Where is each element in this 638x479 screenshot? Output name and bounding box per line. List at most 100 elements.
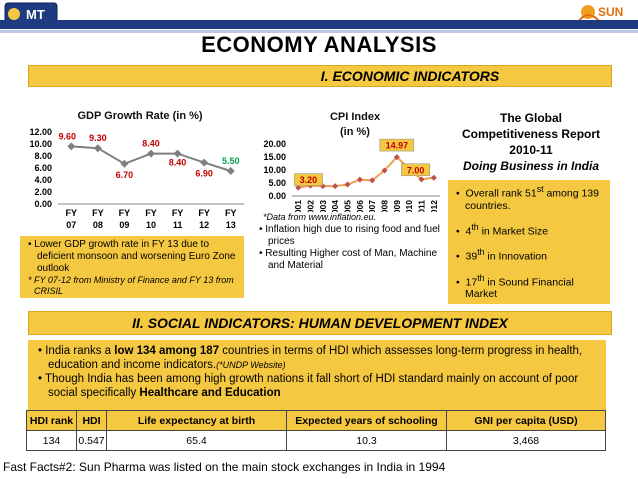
- hdi-cell: 65.4: [106, 430, 287, 451]
- gdp-y-tick: 6.00: [34, 163, 52, 173]
- cpi-point: [344, 181, 351, 188]
- cpi-x-tick: 2005: [343, 200, 353, 219]
- cpi-point: [418, 176, 425, 183]
- cpi-title-line1: CPI Index: [329, 111, 381, 123]
- hdi-cell: 134: [26, 430, 77, 451]
- gdp-x-tick: FY 12: [198, 208, 210, 230]
- global-rank-item: • 17th in Sound Financial Market: [456, 272, 574, 301]
- cpi-source-note: *Data from www.inflation.eu.: [263, 212, 377, 222]
- cpi-point: [393, 154, 400, 161]
- footer-fast-fact: Fast Facts#2: Sun Pharma was listed on t…: [3, 460, 446, 474]
- cpi-x-tick: 2002: [306, 200, 316, 219]
- gdp-point: [173, 149, 182, 158]
- hdi-cell: 0.547: [76, 430, 107, 451]
- header-stripe: [0, 30, 638, 33]
- cpi-x-tick: 2012: [429, 200, 439, 219]
- cpi-x-tick: 2004: [330, 200, 340, 219]
- cpi-y-tick: 15.00: [263, 152, 286, 162]
- gdp-y-tick: 0.00: [34, 199, 52, 209]
- hdi-header-row: HDI rank HDI Life expectancy at birth Ex…: [26, 410, 606, 431]
- gdp-y-tick: 12.00: [29, 127, 52, 137]
- hdi-cell: 3,468: [446, 430, 606, 451]
- gdp-point: [147, 149, 155, 158]
- gdp-point: [67, 142, 76, 151]
- gdp-x-tick-part: 10: [146, 220, 156, 230]
- hdi-cell: 10.3: [286, 430, 447, 451]
- gdp-chart: 0.00 2.00 4.00 6.00 8.00 10.00 12.00 FY 07 FY 08 FY…: [29, 127, 244, 230]
- gdp-notes: • Lower GDP growth rate in FY 13 due to …: [20, 236, 244, 298]
- cpi-x-tick: 2007: [367, 200, 377, 219]
- cpi-y-tick: 10.00: [263, 165, 286, 175]
- cpi-point: [332, 183, 339, 190]
- gdp-x-tick: FY 07: [66, 208, 78, 230]
- gdp-chart-title: GDP Growth Rate (in %): [77, 110, 203, 122]
- gdp-x-tick-part: FY: [172, 208, 184, 218]
- section-economic-indicators: I. ECONOMIC INDICATORS: [28, 65, 612, 87]
- cpi-label-box: [401, 163, 431, 177]
- gdp-source-note: * FY 07-12 from Ministry of Finance and …: [28, 275, 234, 296]
- gdp-x-tick-part: FY: [198, 208, 210, 218]
- cpi-point: [295, 184, 302, 191]
- cpi-x-tick: 2011: [417, 200, 427, 219]
- gdp-x-tick-part: FY: [225, 208, 237, 218]
- hdi-header-cell: Life expectancy at birth: [106, 410, 287, 431]
- gdp-data-label: 8.40: [169, 158, 187, 168]
- gdp-y-tick: 2.00: [34, 187, 52, 197]
- global-title-line2: Competitiveness Report: [461, 127, 601, 141]
- gdp-data-label: 6.70: [116, 170, 134, 180]
- gdp-y-tick: 10.00: [29, 139, 52, 149]
- cpi-chart-title: CPI Index (in %): [300, 110, 410, 140]
- social-bullet-2: • Though India has been among high growt…: [38, 373, 579, 399]
- cpi-x-tick: 2009: [392, 200, 402, 219]
- hdi-data-row: 134 0.547 65.4 10.3 3,468: [26, 430, 606, 451]
- cpi-data-label: 3.20: [300, 175, 318, 185]
- social-notes: • India ranks a low 134 among 187 countr…: [28, 340, 606, 410]
- gdp-data-label: 8.40: [142, 139, 160, 149]
- gdp-x-tick-part: 13: [226, 220, 236, 230]
- cpi-data-label: 14.97: [386, 141, 409, 151]
- gdp-y-tick: 4.00: [34, 175, 52, 185]
- cpi-title-line2: (in %): [340, 126, 370, 138]
- gdp-note-bullet: • Lower GDP growth rate in FY 13 due to …: [28, 239, 236, 274]
- gdp-x-tick-part: FY: [92, 208, 104, 218]
- gdp-x-tick-part: 08: [93, 220, 103, 230]
- logo-right-text: SUN: [598, 5, 623, 19]
- cpi-data-label: 7.00: [407, 165, 425, 175]
- cpi-x-tick: 2010: [404, 200, 414, 219]
- global-title-line4: Doing Business in India: [462, 159, 599, 173]
- gdp-x-tick: FY 11: [172, 208, 184, 230]
- gdp-point: [93, 144, 102, 153]
- gdp-data-label: 9.30: [89, 133, 107, 143]
- hdi-header-cell: GNI per capita (USD): [446, 410, 606, 431]
- gdp-x-tick-part: FY: [145, 208, 157, 218]
- cpi-y-tick: 5.00: [268, 178, 286, 188]
- hdi-table: HDI rank HDI Life expectancy at birth Ex…: [26, 410, 606, 451]
- cpi-y-tick: 0.00: [268, 191, 286, 201]
- gdp-x-tick-part: FY: [119, 208, 131, 218]
- global-rank-list: • Overall rank 51st among 139 countries.…: [448, 180, 610, 304]
- gdp-x-tick-part: FY: [66, 208, 78, 218]
- hdi-header-cell: Expected years of schooling: [286, 410, 447, 431]
- cpi-point: [430, 174, 437, 181]
- section-title: I. ECONOMIC INDICATORS: [320, 68, 500, 84]
- gdp-x-tick-part: 09: [119, 220, 129, 230]
- section-social-indicators: II. SOCIAL INDICATORS: HUMAN DEVELOPMENT…: [28, 311, 612, 335]
- global-report-title: The Global Competitiveness Report 2010-1…: [448, 110, 614, 174]
- gdp-x-tick-part: 07: [66, 220, 76, 230]
- gdp-point: [200, 158, 209, 167]
- sun-pharma-logo: SUN: [574, 2, 632, 32]
- header-bar: [0, 20, 638, 29]
- global-rank-item: • Overall rank 51st among 139 countries.: [456, 184, 599, 212]
- gdp-data-label: 5.50: [222, 156, 240, 166]
- cpi-y-tick: 20.00: [263, 139, 286, 149]
- cpi-note-bullet-1: • Inflation high due to rising food and …: [259, 224, 440, 247]
- cpi-point: [369, 177, 376, 184]
- cpi-notes: *Data from www.inflation.eu. • Inflation…: [253, 212, 447, 304]
- cpi-x-tick: 2008: [380, 200, 390, 219]
- gdp-y-tick: 8.00: [34, 151, 52, 161]
- global-rank-item: • 39th in Innovation: [456, 247, 547, 263]
- cpi-x-tick: 2001: [293, 200, 303, 219]
- gdp-x-tick-part: 11: [173, 220, 183, 230]
- global-title-line1: The Global: [499, 111, 562, 125]
